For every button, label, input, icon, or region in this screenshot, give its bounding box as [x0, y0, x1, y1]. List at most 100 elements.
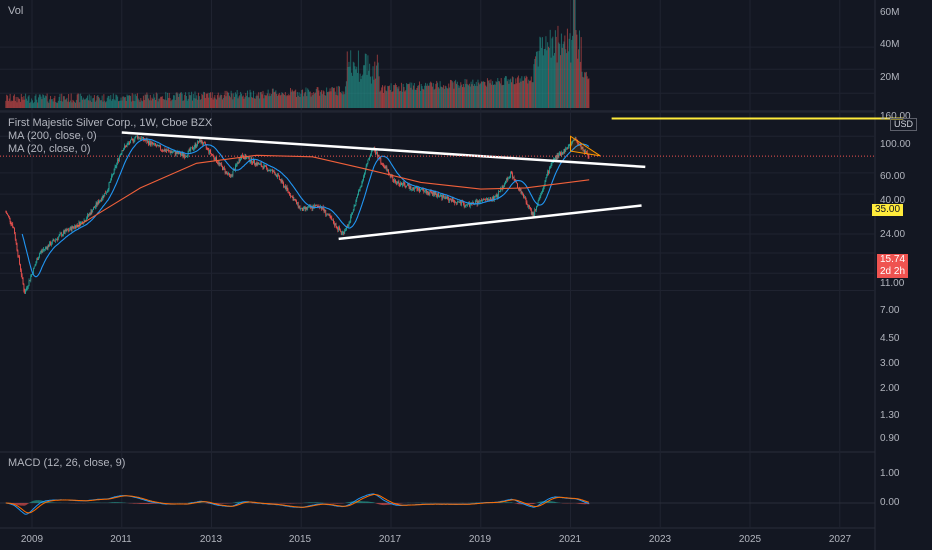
macd-title[interactable]: MACD (12, 26, close, 9): [8, 457, 126, 469]
candle-body: [579, 144, 581, 146]
macd-histogram-bar: [311, 502, 313, 503]
volume-bar: [302, 96, 304, 108]
candle-body: [87, 214, 89, 216]
volume-bar: [112, 93, 114, 108]
volume-bar: [436, 80, 438, 108]
candle-body: [464, 206, 466, 207]
candle-body: [524, 196, 525, 198]
macd-histogram-bar: [358, 500, 360, 503]
volume-bar: [496, 82, 498, 108]
candle-body: [496, 194, 498, 198]
candle-body: [90, 210, 92, 215]
candle-body: [345, 226, 347, 230]
volume-bar: [252, 97, 254, 108]
candle-body: [438, 193, 439, 197]
volume-bar: [161, 96, 163, 108]
macd-histogram-bar: [511, 502, 513, 503]
candle-body: [8, 214, 9, 217]
candle-body: [284, 186, 286, 190]
volume-bar: [450, 80, 452, 108]
candle-body: [69, 227, 71, 230]
volume-bar: [523, 76, 525, 108]
volume-bar: [515, 78, 517, 108]
volume-bar: [208, 97, 210, 108]
candle-body: [400, 182, 401, 186]
vol-tick-20m: 20M: [880, 72, 900, 83]
price-tick: 24.00: [880, 229, 906, 240]
candle-body: [113, 168, 115, 174]
volume-bar: [560, 33, 562, 108]
candle-body: [14, 234, 16, 240]
candle-body: [456, 202, 458, 204]
candle-body: [9, 217, 11, 222]
candle-body: [140, 138, 142, 140]
volume-bar: [83, 99, 85, 108]
candle-body: [494, 195, 496, 197]
volume-bar: [560, 55, 562, 108]
candle-body: [204, 142, 205, 144]
candle-body: [406, 185, 407, 188]
volume-bar: [442, 87, 444, 108]
ma200-legend[interactable]: MA (200, close, 0): [8, 130, 97, 142]
candle-body: [72, 226, 74, 228]
volume-bar: [538, 50, 540, 108]
candle-body: [522, 192, 524, 194]
candle-body: [52, 239, 54, 241]
volume-bar: [578, 49, 580, 108]
macd-histogram-bar: [19, 503, 21, 506]
volume-bar: [535, 56, 537, 108]
candle-body: [411, 189, 413, 190]
macd-histogram-bar: [580, 503, 582, 505]
macd-histogram-bar: [13, 503, 15, 504]
candle-body: [359, 187, 361, 190]
candle-body: [542, 187, 544, 191]
volume-bar: [91, 102, 93, 108]
volume-bar: [162, 98, 164, 108]
volume-bar: [13, 94, 15, 108]
volume-bar: [347, 66, 349, 108]
volume-bar: [386, 91, 388, 108]
volume-bar: [39, 94, 41, 108]
macd-histogram-bar: [147, 503, 149, 505]
volume-bar: [454, 81, 456, 108]
volume-bar: [134, 101, 136, 108]
candle-body: [28, 280, 30, 286]
candle-body: [490, 198, 492, 200]
volume-bar: [111, 100, 113, 108]
price-tick: 1.30: [880, 410, 900, 421]
volume-bar: [66, 97, 68, 108]
candle-body: [64, 229, 66, 234]
candle-body: [513, 177, 515, 180]
candle-body: [401, 184, 403, 186]
volume-bar: [186, 100, 188, 108]
candle-body: [360, 186, 362, 188]
macd-histogram-bar: [16, 503, 18, 505]
volume-bar: [465, 83, 467, 108]
macd-histogram-bar: [382, 503, 384, 506]
volume-bar: [151, 97, 153, 108]
candle-body: [388, 169, 389, 174]
candle-body: [19, 256, 20, 265]
ma20-legend[interactable]: MA (20, close, 0): [8, 143, 91, 155]
volume-bar: [224, 90, 226, 108]
macd-histogram-bar: [31, 501, 33, 503]
volume-bar: [276, 93, 278, 108]
candle-body: [201, 139, 203, 144]
candle-body: [22, 277, 24, 285]
price-title[interactable]: First Majestic Silver Corp., 1W, Cboe BZ…: [8, 117, 213, 129]
candle-body: [403, 182, 405, 184]
macd-histogram-bar: [224, 503, 226, 504]
macd-histogram-bar: [357, 500, 359, 503]
macd-histogram-bar: [17, 503, 19, 506]
volume-bar: [75, 99, 77, 108]
candle-body: [97, 200, 99, 205]
volume-bar: [124, 97, 126, 108]
macd-histogram-bar: [582, 503, 584, 505]
currency-button[interactable]: USD: [890, 118, 918, 131]
volume-bar: [360, 79, 362, 108]
volume-bar: [398, 86, 400, 108]
volume-bar: [23, 96, 25, 108]
candle-body: [106, 190, 108, 193]
volume-bar: [330, 91, 332, 108]
